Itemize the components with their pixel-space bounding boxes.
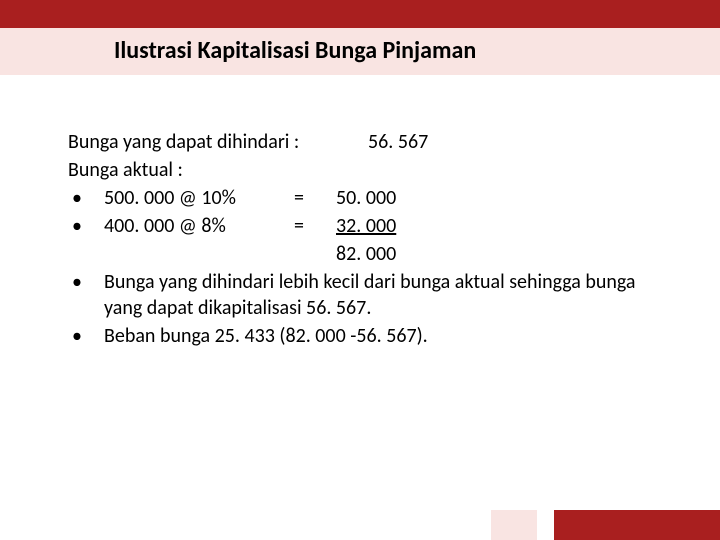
calc-desc: 400. 000 @ 8% bbox=[104, 213, 294, 239]
header-accent-bar bbox=[0, 0, 720, 28]
footer-light-segment bbox=[491, 510, 537, 540]
conclusion-bullet: • Bunga yang dihindari lebih kecil dari … bbox=[68, 269, 660, 321]
calc-desc: 500. 000 @ 10% bbox=[104, 185, 294, 211]
footer-gap bbox=[0, 510, 491, 540]
bullet-text: Beban bunga 25. 433 (82. 000 -56. 567). bbox=[104, 323, 660, 349]
bullet-icon: • bbox=[68, 269, 104, 321]
avoidable-interest-row: Bunga yang dapat dihindari : 56. 567 bbox=[68, 129, 660, 155]
conclusion-bullet: • Beban bunga 25. 433 (82. 000 -56. 567)… bbox=[68, 323, 660, 349]
equals-sign: = bbox=[294, 185, 336, 211]
bullet-icon: • bbox=[68, 185, 104, 211]
sum-value: 82. 000 bbox=[336, 241, 396, 267]
bullet-icon: • bbox=[68, 213, 104, 239]
bullet-text: Bunga yang dihindari lebih kecil dari bu… bbox=[104, 269, 660, 321]
avoidable-label: Bunga yang dapat dihindari : bbox=[68, 129, 368, 155]
footer-white-segment bbox=[537, 510, 554, 540]
bullet-icon: • bbox=[68, 323, 104, 349]
footer-bar bbox=[0, 510, 720, 540]
page-title: Ilustrasi Kapitalisasi Bunga Pinjaman bbox=[114, 36, 476, 65]
sum-row: 82. 000 bbox=[68, 241, 660, 267]
calc-row: • 400. 000 @ 8% = 32. 000 bbox=[68, 213, 660, 239]
calc-row: • 500. 000 @ 10% = 50. 000 bbox=[68, 185, 660, 211]
content-area: Bunga yang dapat dihindari : 56. 567 Bun… bbox=[0, 75, 720, 349]
avoidable-value: 56. 567 bbox=[368, 129, 468, 155]
actual-label: Bunga aktual : bbox=[68, 157, 183, 183]
actual-interest-row: Bunga aktual : bbox=[68, 157, 660, 183]
calc-value: 32. 000 bbox=[336, 213, 426, 239]
sum-spacer bbox=[68, 241, 336, 267]
footer-accent-segment bbox=[554, 510, 720, 540]
calc-value: 50. 000 bbox=[336, 185, 426, 211]
title-bar: Ilustrasi Kapitalisasi Bunga Pinjaman bbox=[0, 28, 720, 75]
equals-sign: = bbox=[294, 213, 336, 239]
